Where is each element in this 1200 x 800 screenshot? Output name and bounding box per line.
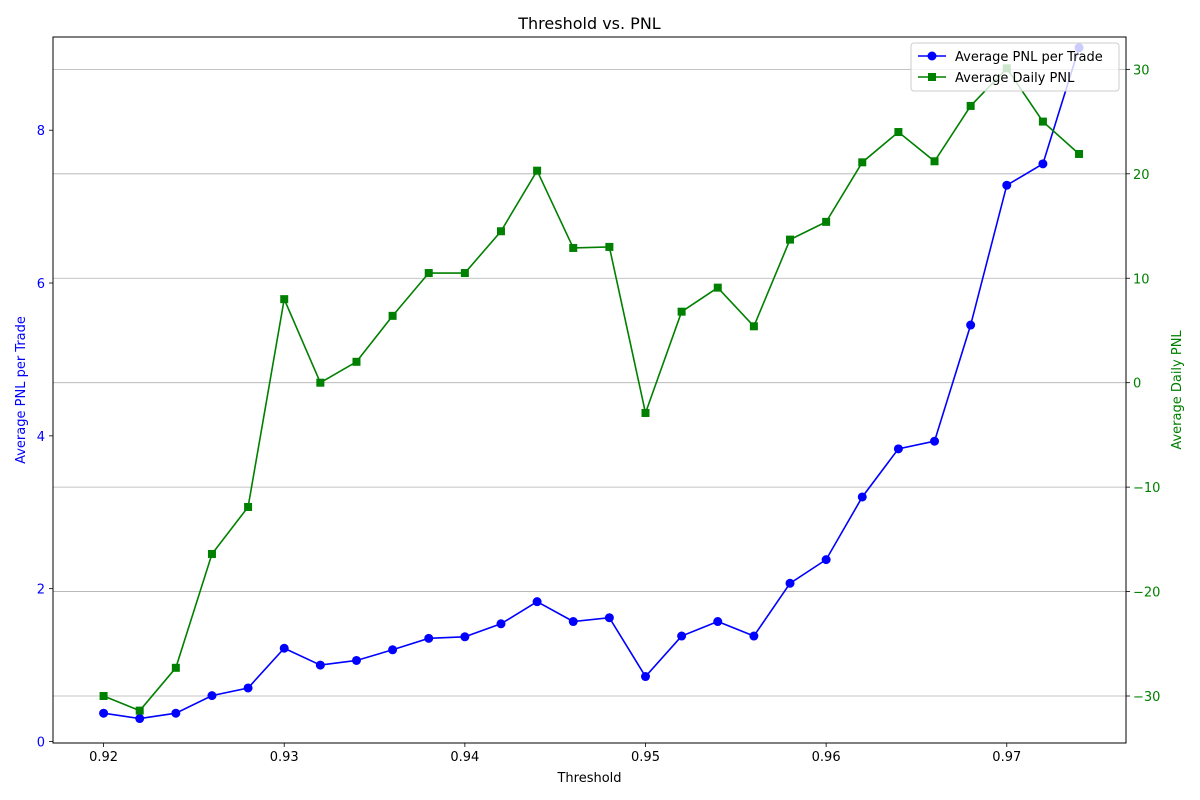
point-pnl-per-trade <box>1038 159 1048 169</box>
y-right-tick-label: 20 <box>1133 168 1150 183</box>
point-daily-pnl <box>858 158 867 167</box>
point-daily-pnl <box>677 307 686 316</box>
point-pnl-per-trade <box>821 555 831 565</box>
point-pnl-per-trade <box>351 655 361 665</box>
point-pnl-per-trade <box>604 613 614 623</box>
series-layer <box>99 43 1084 724</box>
point-daily-pnl <box>207 549 216 558</box>
y-left-tick-label: 0 <box>37 735 45 750</box>
y-left-axis-ticks: 0 2 4 6 8 <box>37 124 53 750</box>
y-left-tick-label: 4 <box>37 430 45 445</box>
point-daily-pnl <box>930 157 939 166</box>
y-right-axis-ticks: −30 −20 −10 0 10 20 30 <box>1126 63 1160 705</box>
point-pnl-per-trade <box>677 631 687 641</box>
y-left-axis-label: Average PNL per Trade <box>14 316 29 464</box>
legend-marker-daily-pnl <box>928 73 936 81</box>
point-pnl-per-trade <box>243 683 253 693</box>
point-pnl-per-trade <box>713 617 723 627</box>
point-pnl-per-trade <box>785 578 795 588</box>
legend-label-daily-pnl: Average Daily PNL <box>955 71 1075 86</box>
x-tick-label: 0.97 <box>992 750 1021 765</box>
point-pnl-per-trade <box>568 617 578 627</box>
point-daily-pnl <box>894 128 903 137</box>
point-pnl-per-trade <box>532 597 542 607</box>
y-right-axis-label: Average Daily PNL <box>1170 330 1185 450</box>
point-daily-pnl <box>786 235 795 244</box>
point-daily-pnl <box>280 295 289 304</box>
point-daily-pnl <box>388 311 397 320</box>
y-left-tick-label: 6 <box>37 277 45 292</box>
x-axis-ticks: 0.92 0.93 0.94 0.95 0.96 0.97 <box>89 743 1021 765</box>
legend: Average PNL per Trade Average Daily PNL <box>910 42 1120 92</box>
point-pnl-per-trade <box>496 619 506 629</box>
x-tick-label: 0.95 <box>631 750 660 765</box>
plot-frame <box>52 36 1127 744</box>
point-pnl-per-trade <box>315 660 325 670</box>
x-tick-label: 0.93 <box>270 750 299 765</box>
point-daily-pnl <box>135 706 144 715</box>
point-pnl-per-trade <box>749 631 759 641</box>
legend-label-pnl-per-trade: Average PNL per Trade <box>955 50 1103 65</box>
point-pnl-per-trade <box>135 714 145 724</box>
y-right-tick-label: −30 <box>1133 690 1160 705</box>
point-pnl-per-trade <box>99 708 109 718</box>
point-daily-pnl <box>99 692 108 701</box>
point-daily-pnl <box>1075 149 1084 158</box>
y-left-tick-label: 8 <box>37 124 45 139</box>
point-pnl-per-trade <box>893 444 903 454</box>
legend-marker-pnl-per-trade <box>927 51 937 61</box>
y-right-tick-label: −20 <box>1133 586 1160 601</box>
point-daily-pnl <box>605 242 614 251</box>
point-pnl-per-trade <box>460 632 470 642</box>
x-tick-label: 0.92 <box>89 750 118 765</box>
point-daily-pnl <box>749 322 758 331</box>
point-pnl-per-trade <box>279 643 289 653</box>
grid-layer <box>53 68 1126 697</box>
y-right-tick-label: 30 <box>1133 63 1150 78</box>
legend-box <box>910 42 1120 92</box>
point-daily-pnl <box>533 166 542 175</box>
point-pnl-per-trade <box>966 320 976 330</box>
point-pnl-per-trade <box>207 691 217 701</box>
y-left-tick-label: 2 <box>37 583 45 598</box>
point-daily-pnl <box>822 217 831 226</box>
point-pnl-per-trade <box>857 492 867 502</box>
point-pnl-per-trade <box>424 633 434 643</box>
point-pnl-per-trade <box>1002 180 1012 190</box>
point-pnl-per-trade <box>171 708 181 718</box>
series-line-pnl-per-trade <box>103 47 1080 720</box>
point-pnl-per-trade <box>640 672 650 682</box>
x-tick-label: 0.94 <box>450 750 479 765</box>
point-pnl-per-trade <box>388 645 398 655</box>
point-daily-pnl <box>352 357 361 366</box>
y-right-tick-label: 0 <box>1133 377 1141 392</box>
y-right-tick-label: 10 <box>1133 272 1150 287</box>
point-daily-pnl <box>171 663 180 672</box>
point-daily-pnl <box>424 269 433 278</box>
point-daily-pnl <box>713 283 722 292</box>
x-tick-label: 0.96 <box>812 750 841 765</box>
point-daily-pnl <box>496 227 505 236</box>
point-daily-pnl <box>244 502 253 511</box>
series-line-daily-pnl <box>103 67 1080 712</box>
chart-title: Threshold vs. PNL <box>517 14 661 33</box>
point-daily-pnl <box>966 101 975 110</box>
point-daily-pnl <box>569 243 578 252</box>
point-daily-pnl <box>460 269 469 278</box>
x-axis-label: Threshold <box>556 771 621 786</box>
point-daily-pnl <box>641 408 650 417</box>
point-daily-pnl <box>1038 117 1047 126</box>
point-daily-pnl <box>316 378 325 387</box>
point-pnl-per-trade <box>930 436 940 446</box>
y-right-tick-label: −10 <box>1133 481 1160 496</box>
